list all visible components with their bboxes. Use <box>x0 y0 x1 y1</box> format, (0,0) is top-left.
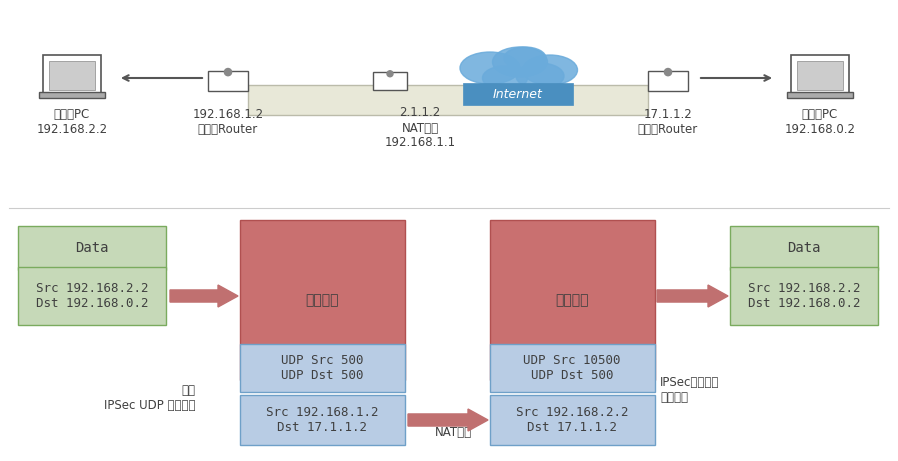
Text: UDP Src 10500
UDP Dst 500: UDP Src 10500 UDP Dst 500 <box>524 354 621 382</box>
FancyBboxPatch shape <box>373 72 407 90</box>
Polygon shape <box>408 409 488 431</box>
Text: 加密
IPSec UDP 隧道封装: 加密 IPSec UDP 隧道封装 <box>103 384 195 412</box>
FancyBboxPatch shape <box>797 61 843 90</box>
FancyBboxPatch shape <box>490 395 655 445</box>
FancyBboxPatch shape <box>18 267 166 325</box>
Text: 发送方PC
192.168.2.2: 发送方PC 192.168.2.2 <box>37 108 108 136</box>
Text: UDP Src 500
UDP Dst 500: UDP Src 500 UDP Dst 500 <box>281 354 364 382</box>
FancyBboxPatch shape <box>787 92 853 98</box>
Text: 加密数据: 加密数据 <box>305 293 339 307</box>
FancyBboxPatch shape <box>49 61 95 90</box>
Polygon shape <box>170 285 238 307</box>
Ellipse shape <box>504 47 546 69</box>
Text: 加密数据: 加密数据 <box>555 293 589 307</box>
Text: Src 192.168.2.2
Dst 17.1.1.2: Src 192.168.2.2 Dst 17.1.1.2 <box>515 406 629 434</box>
Polygon shape <box>657 285 728 307</box>
Text: NAT转换: NAT转换 <box>435 426 471 438</box>
FancyBboxPatch shape <box>463 83 573 105</box>
FancyBboxPatch shape <box>240 395 405 445</box>
Text: Data: Data <box>75 241 109 255</box>
FancyBboxPatch shape <box>648 71 688 91</box>
Ellipse shape <box>460 52 520 84</box>
Circle shape <box>224 69 232 76</box>
Circle shape <box>387 71 393 77</box>
FancyBboxPatch shape <box>208 71 248 91</box>
Text: Src 192.168.2.2
Dst 192.168.0.2: Src 192.168.2.2 Dst 192.168.0.2 <box>36 282 148 310</box>
Ellipse shape <box>516 63 564 89</box>
Text: Src 192.168.1.2
Dst 17.1.1.2: Src 192.168.1.2 Dst 17.1.1.2 <box>266 406 378 434</box>
Circle shape <box>665 69 672 76</box>
Ellipse shape <box>492 47 548 77</box>
FancyBboxPatch shape <box>43 55 101 95</box>
Ellipse shape <box>523 55 577 85</box>
Text: 17.1.1.2
响应方Router: 17.1.1.2 响应方Router <box>638 108 698 136</box>
Text: 192.168.1.2
发送方Router: 192.168.1.2 发送方Router <box>192 108 263 136</box>
FancyBboxPatch shape <box>490 220 655 380</box>
FancyBboxPatch shape <box>18 226 166 270</box>
FancyBboxPatch shape <box>490 344 655 392</box>
FancyBboxPatch shape <box>240 220 405 380</box>
FancyBboxPatch shape <box>39 92 105 98</box>
FancyBboxPatch shape <box>730 267 878 325</box>
FancyBboxPatch shape <box>730 226 878 270</box>
Text: 响应方PC
192.168.0.2: 响应方PC 192.168.0.2 <box>785 108 856 136</box>
Text: Internet: Internet <box>493 88 543 100</box>
Ellipse shape <box>482 66 527 90</box>
Text: Src 192.168.2.2
Dst 192.168.0.2: Src 192.168.2.2 Dst 192.168.0.2 <box>748 282 860 310</box>
Text: 2.1.1.2
NAT网关
192.168.1.1: 2.1.1.2 NAT网关 192.168.1.1 <box>384 106 455 149</box>
FancyBboxPatch shape <box>791 55 849 95</box>
Text: IPSec隧道终结
数据解密: IPSec隧道终结 数据解密 <box>660 376 719 404</box>
Text: Data: Data <box>788 241 821 255</box>
FancyBboxPatch shape <box>240 344 405 392</box>
FancyBboxPatch shape <box>248 85 648 115</box>
